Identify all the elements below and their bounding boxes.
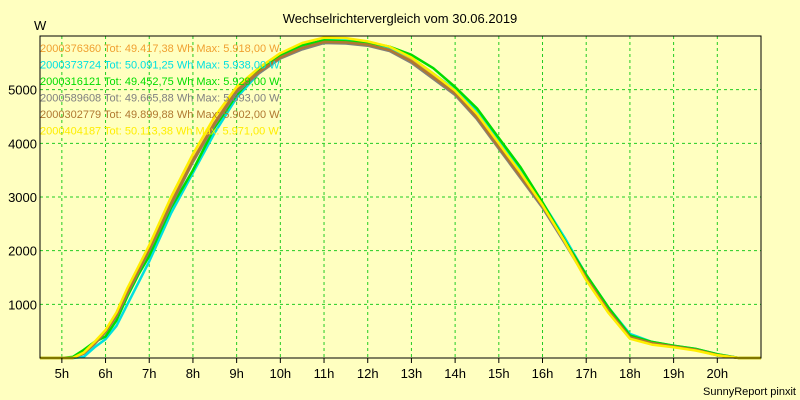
legend-entry-2000316121: 2000316121 Tot: 49.452,75 Wh Max: 5.929,… [40, 76, 280, 88]
x-tick-label: 14h [444, 366, 466, 381]
x-tick-label: 20h [706, 366, 728, 381]
y-tick-label: 3000 [8, 190, 37, 205]
x-tick-label: 18h [619, 366, 641, 381]
x-tick-label: 16h [532, 366, 554, 381]
legend-entry-2000376360: 2000376360 Tot: 49.417,38 Wh Max: 5.918,… [40, 43, 280, 55]
x-tick-label: 6h [98, 366, 112, 381]
x-tick-label: 10h [269, 366, 291, 381]
chart-title: Wechselrichtervergleich vom 30.06.2019 [283, 11, 518, 26]
y-axis-unit-label: W [34, 18, 47, 33]
legend-entry-2000404187: 2000404187 Tot: 50.113,38 Wh Max: 5.971,… [40, 126, 279, 138]
x-tick-label: 12h [357, 366, 379, 381]
series-lines [40, 36, 761, 360]
y-tick-label: 1000 [8, 297, 37, 312]
legend: 2000376360 Tot: 49.417,38 Wh Max: 5.918,… [40, 43, 280, 138]
x-tick-label: 5h [55, 366, 69, 381]
x-tick-label: 8h [186, 366, 200, 381]
legend-entry-2000302779: 2000302779 Tot: 49.899,88 Wh Max: 5.902,… [40, 109, 280, 121]
plot-frame [39, 35, 762, 359]
footer-credit: SunnyReport pinxit [703, 386, 796, 398]
y-tick-label: 5000 [8, 83, 37, 98]
x-tick-label: 7h [142, 366, 156, 381]
x-tick-label: 19h [663, 366, 685, 381]
axes: 5h 6h 7h 8h 9h 10h 11h 12h 13h 14h 15h 16h 17h 18h 19h… [8, 35, 762, 381]
series-line-2000404187 [40, 36, 761, 360]
legend-entry-2000589608: 2000589608 Tot: 49.665,88 Wh Max: 5.893,… [40, 93, 280, 105]
series-line-2000376360 [40, 40, 761, 360]
y-tick-label: 4000 [8, 136, 37, 151]
x-tick-label: 11h [314, 366, 335, 381]
x-tick-label: 15h [488, 366, 510, 381]
x-tick-label: 9h [229, 366, 243, 381]
legend-entry-2000373724: 2000373724 Tot: 50.091,25 Wh Max: 5.938,… [40, 60, 280, 72]
series-line-2000589608 [40, 41, 761, 360]
x-tick-label: 13h [401, 366, 423, 381]
grid-lines [40, 36, 761, 358]
y-tick-label: 2000 [8, 244, 37, 259]
x-tick-label: 17h [575, 366, 597, 381]
